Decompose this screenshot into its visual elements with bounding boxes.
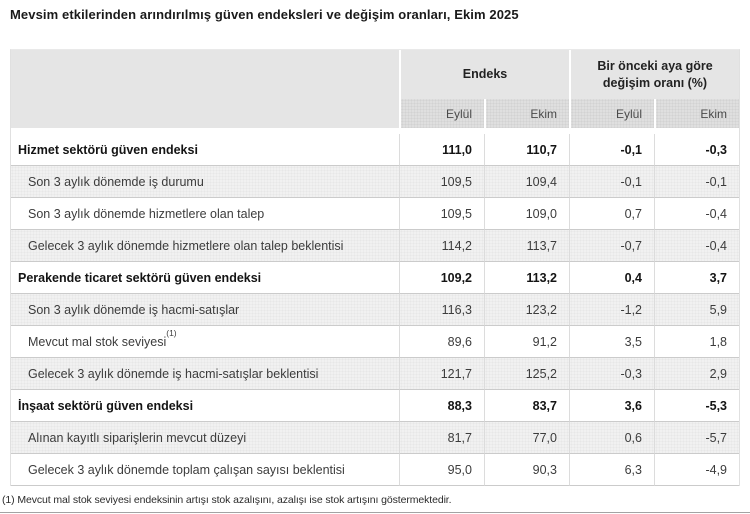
- value-cell: -0,7: [569, 230, 654, 262]
- table-row: Son 3 aylık dönemde hizmetlere olan tale…: [11, 198, 740, 230]
- column-header-eylul-endeks: Eylül: [399, 99, 484, 134]
- table-row: Gelecek 3 aylık dönemde hizmetlere olan …: [11, 230, 740, 262]
- value-cell: 111,0: [399, 134, 484, 166]
- value-cell: 88,3: [399, 390, 484, 422]
- row-label: Hizmet sektörü güven endeksi: [11, 134, 399, 166]
- table-row: Gelecek 3 aylık dönemde toplam çalışan s…: [11, 454, 740, 486]
- value-cell: 109,5: [399, 166, 484, 198]
- row-label: Gelecek 3 aylık dönemde iş hacmi-satışla…: [11, 358, 399, 390]
- value-cell: 0,6: [569, 422, 654, 454]
- value-cell: -1,2: [569, 294, 654, 326]
- value-cell: 2,9: [654, 358, 740, 390]
- value-cell: 77,0: [484, 422, 569, 454]
- column-header-eylul-change: Eylül: [569, 99, 654, 134]
- table-row: İnşaat sektörü güven endeksi 88,3 83,7 3…: [11, 390, 740, 422]
- table-row: Mevcut mal stok seviyesi(1) 89,6 91,2 3,…: [11, 326, 740, 358]
- table-row: Son 3 aylık dönemde iş durumu 109,5 109,…: [11, 166, 740, 198]
- table-row: Hizmet sektörü güven endeksi 111,0 110,7…: [11, 134, 740, 166]
- value-cell: 1,8: [654, 326, 740, 358]
- value-cell: 83,7: [484, 390, 569, 422]
- column-group-change: Bir önceki aya göre değişim oranı (%): [569, 50, 740, 99]
- value-cell: -4,9: [654, 454, 740, 486]
- value-cell: 3,5: [569, 326, 654, 358]
- row-label: Mevcut mal stok seviyesi(1): [11, 326, 399, 358]
- header-month-row: Eylül Ekim Eylül Ekim: [11, 99, 740, 134]
- row-label: Gelecek 3 aylık dönemde toplam çalışan s…: [11, 454, 399, 486]
- value-cell: 5,9: [654, 294, 740, 326]
- confidence-index-table: Endeks Bir önceki aya göre değişim oranı…: [10, 49, 741, 486]
- column-header-ekim-endeks: Ekim: [484, 99, 569, 134]
- value-cell: -0,3: [569, 358, 654, 390]
- table-row: Gelecek 3 aylık dönemde iş hacmi-satışla…: [11, 358, 740, 390]
- row-label: Perakende ticaret sektörü güven endeksi: [11, 262, 399, 294]
- value-cell: 110,7: [484, 134, 569, 166]
- value-cell: 109,4: [484, 166, 569, 198]
- value-cell: 6,3: [569, 454, 654, 486]
- bottom-divider: [0, 512, 750, 513]
- value-cell: 0,4: [569, 262, 654, 294]
- column-header-ekim-change: Ekim: [654, 99, 740, 134]
- value-cell: 109,5: [399, 198, 484, 230]
- value-cell: 109,0: [484, 198, 569, 230]
- value-cell: 113,7: [484, 230, 569, 262]
- row-label: İnşaat sektörü güven endeksi: [11, 390, 399, 422]
- table-row: Alınan kayıtlı siparişlerin mevcut düzey…: [11, 422, 740, 454]
- value-cell: -0,1: [569, 134, 654, 166]
- header-group-row: Endeks Bir önceki aya göre değişim oranı…: [11, 50, 740, 134]
- value-cell: 91,2: [484, 326, 569, 358]
- value-cell: 125,2: [484, 358, 569, 390]
- value-cell: 89,6: [399, 326, 484, 358]
- column-group-endeks: Endeks: [399, 50, 569, 99]
- value-cell: 123,2: [484, 294, 569, 326]
- row-label: Gelecek 3 aylık dönemde hizmetlere olan …: [11, 230, 399, 262]
- footnote-marker: (1): [166, 328, 177, 339]
- row-label: Son 3 aylık dönemde hizmetlere olan tale…: [11, 198, 399, 230]
- table-row: Son 3 aylık dönemde iş hacmi-satışlar 11…: [11, 294, 740, 326]
- value-cell: 0,7: [569, 198, 654, 230]
- value-cell: 95,0: [399, 454, 484, 486]
- value-cell: -0,4: [654, 198, 740, 230]
- value-cell: 3,6: [569, 390, 654, 422]
- value-cell: -0,4: [654, 230, 740, 262]
- page-title: Mevsim etkilerinden arındırılmış güven e…: [10, 7, 519, 22]
- value-cell: 116,3: [399, 294, 484, 326]
- value-cell: -5,7: [654, 422, 740, 454]
- value-cell: 121,7: [399, 358, 484, 390]
- value-cell: 109,2: [399, 262, 484, 294]
- table-row: Perakende ticaret sektörü güven endeksi …: [11, 262, 740, 294]
- row-label: Son 3 aylık dönemde iş hacmi-satışlar: [11, 294, 399, 326]
- value-cell: -0,1: [654, 166, 740, 198]
- row-label: Son 3 aylık dönemde iş durumu: [11, 166, 399, 198]
- value-cell: 114,2: [399, 230, 484, 262]
- corner-cell: [11, 50, 399, 134]
- footnote: (1) Mevcut mal stok seviyesi endeksinin …: [2, 494, 452, 506]
- value-cell: 3,7: [654, 262, 740, 294]
- value-cell: -0,3: [654, 134, 740, 166]
- value-cell: -5,3: [654, 390, 740, 422]
- value-cell: 90,3: [484, 454, 569, 486]
- value-cell: -0,1: [569, 166, 654, 198]
- value-cell: 81,7: [399, 422, 484, 454]
- row-label: Alınan kayıtlı siparişlerin mevcut düzey…: [11, 422, 399, 454]
- data-table: Endeks Bir önceki aya göre değişim oranı…: [10, 49, 741, 486]
- value-cell: 113,2: [484, 262, 569, 294]
